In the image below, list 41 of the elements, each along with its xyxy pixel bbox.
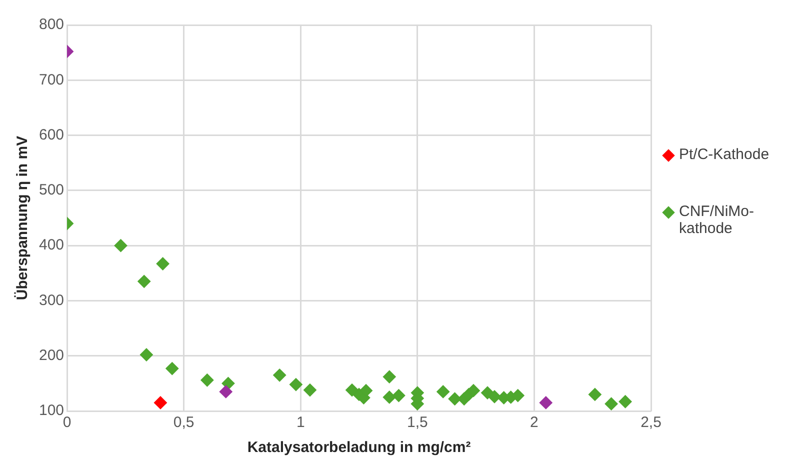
legend-label: CNF/NiMo-kathode [679,202,755,236]
point [360,384,373,398]
y-tick-label: 300 [38,292,64,309]
x-tick-label: 1 [296,414,305,432]
point [392,389,406,402]
point [154,396,167,410]
point [539,396,552,410]
point [166,362,179,376]
y-tick-label: 200 [38,347,64,364]
y-tick-label: 400 [38,236,64,254]
x-tick-label: 1,5 [406,414,428,432]
point [114,239,128,252]
point [156,257,170,270]
point [346,384,359,397]
point [382,390,396,404]
point [303,384,316,397]
point [138,274,151,288]
point [436,385,450,398]
y-tick-label: 700 [38,71,64,88]
x-tick-label: 2,5 [640,414,662,432]
point [448,392,462,406]
point [289,378,302,392]
y-tick-label: 500 [38,182,64,199]
y-tick-label: 600 [38,126,64,144]
x-tick-label: 0,5 [173,414,194,432]
point [604,397,618,410]
point [200,374,214,387]
point [273,368,286,382]
x-tick-label: 2 [530,414,538,432]
point [588,388,602,401]
point [382,370,396,384]
y-tick-label: 800 [38,16,64,34]
legend-label: Pt/C-Kathode [679,146,770,162]
point [618,395,632,408]
x-tick-label: 0 [62,414,72,432]
point [488,390,501,404]
y-axis-title: Überspannung η in mV [14,136,32,300]
y-tick-label: 100 [38,402,64,420]
point [219,385,232,398]
x-axis-title: Katalysatorbeladung in mg/cm² [247,439,471,456]
point [140,348,153,362]
